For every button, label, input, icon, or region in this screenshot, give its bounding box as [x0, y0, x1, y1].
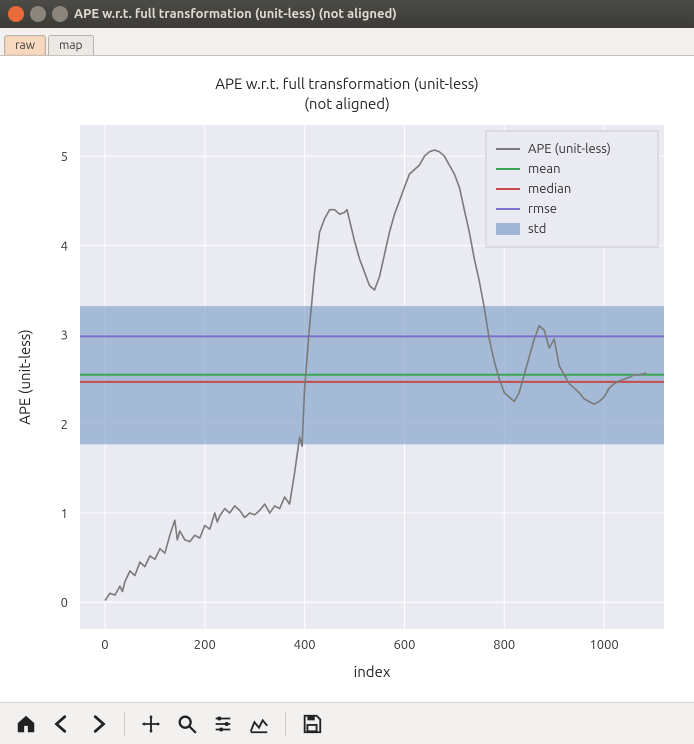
svg-text:mean: mean	[528, 162, 561, 176]
svg-text:median: median	[528, 182, 571, 196]
pan-icon[interactable]	[133, 706, 169, 742]
chart-title-line2: (not aligned)	[304, 95, 390, 112]
svg-text:rmse: rmse	[528, 202, 557, 216]
tab-map[interactable]: map	[48, 35, 94, 55]
svg-text:600: 600	[393, 638, 415, 652]
svg-text:1: 1	[61, 507, 68, 521]
titlebar: APE w.r.t. full transformation (unit-les…	[0, 0, 694, 28]
svg-text:5: 5	[61, 150, 68, 164]
svg-text:2: 2	[61, 417, 68, 431]
close-icon[interactable]	[8, 6, 24, 22]
forward-icon[interactable]	[80, 706, 116, 742]
svg-text:1000: 1000	[589, 638, 618, 652]
zoom-icon[interactable]	[169, 706, 205, 742]
svg-text:0: 0	[61, 596, 68, 610]
chart-svg: 0 200 400 600 800 1000 0 1 2 3 4 5 index APE (unit-le…	[6, 115, 688, 695]
svg-text:APE (unit-less): APE (unit-less)	[16, 329, 33, 425]
svg-text:index: index	[354, 663, 391, 680]
svg-text:std: std	[528, 222, 546, 236]
chart-title-line1: APE w.r.t. full transformation (unit-les…	[215, 75, 478, 92]
chart-title: APE w.r.t. full transformation (unit-les…	[6, 62, 688, 115]
tabbar: rawmap	[0, 28, 694, 56]
app-window: APE w.r.t. full transformation (unit-les…	[0, 0, 694, 744]
home-icon[interactable]	[8, 706, 44, 742]
toolbar-separator	[124, 712, 125, 736]
window-title: APE w.r.t. full transformation (unit-les…	[74, 7, 397, 21]
tab-raw[interactable]: raw	[4, 35, 46, 55]
svg-text:3: 3	[61, 328, 68, 342]
svg-text:800: 800	[493, 638, 515, 652]
svg-text:400: 400	[294, 638, 316, 652]
config-icon[interactable]	[205, 706, 241, 742]
svg-text:APE (unit-less): APE (unit-less)	[528, 142, 611, 156]
maximize-icon[interactable]	[52, 6, 68, 22]
toolbar-separator	[285, 712, 286, 736]
svg-text:4: 4	[61, 239, 68, 253]
save-icon[interactable]	[294, 706, 330, 742]
back-icon[interactable]	[44, 706, 80, 742]
svg-text:0: 0	[101, 638, 108, 652]
plot-area: APE w.r.t. full transformation (unit-les…	[0, 56, 694, 702]
svg-text:200: 200	[194, 638, 216, 652]
matplotlib-toolbar	[0, 702, 694, 744]
minimize-icon[interactable]	[30, 6, 46, 22]
chart: APE w.r.t. full transformation (unit-les…	[6, 62, 688, 702]
edit-icon[interactable]	[241, 706, 277, 742]
